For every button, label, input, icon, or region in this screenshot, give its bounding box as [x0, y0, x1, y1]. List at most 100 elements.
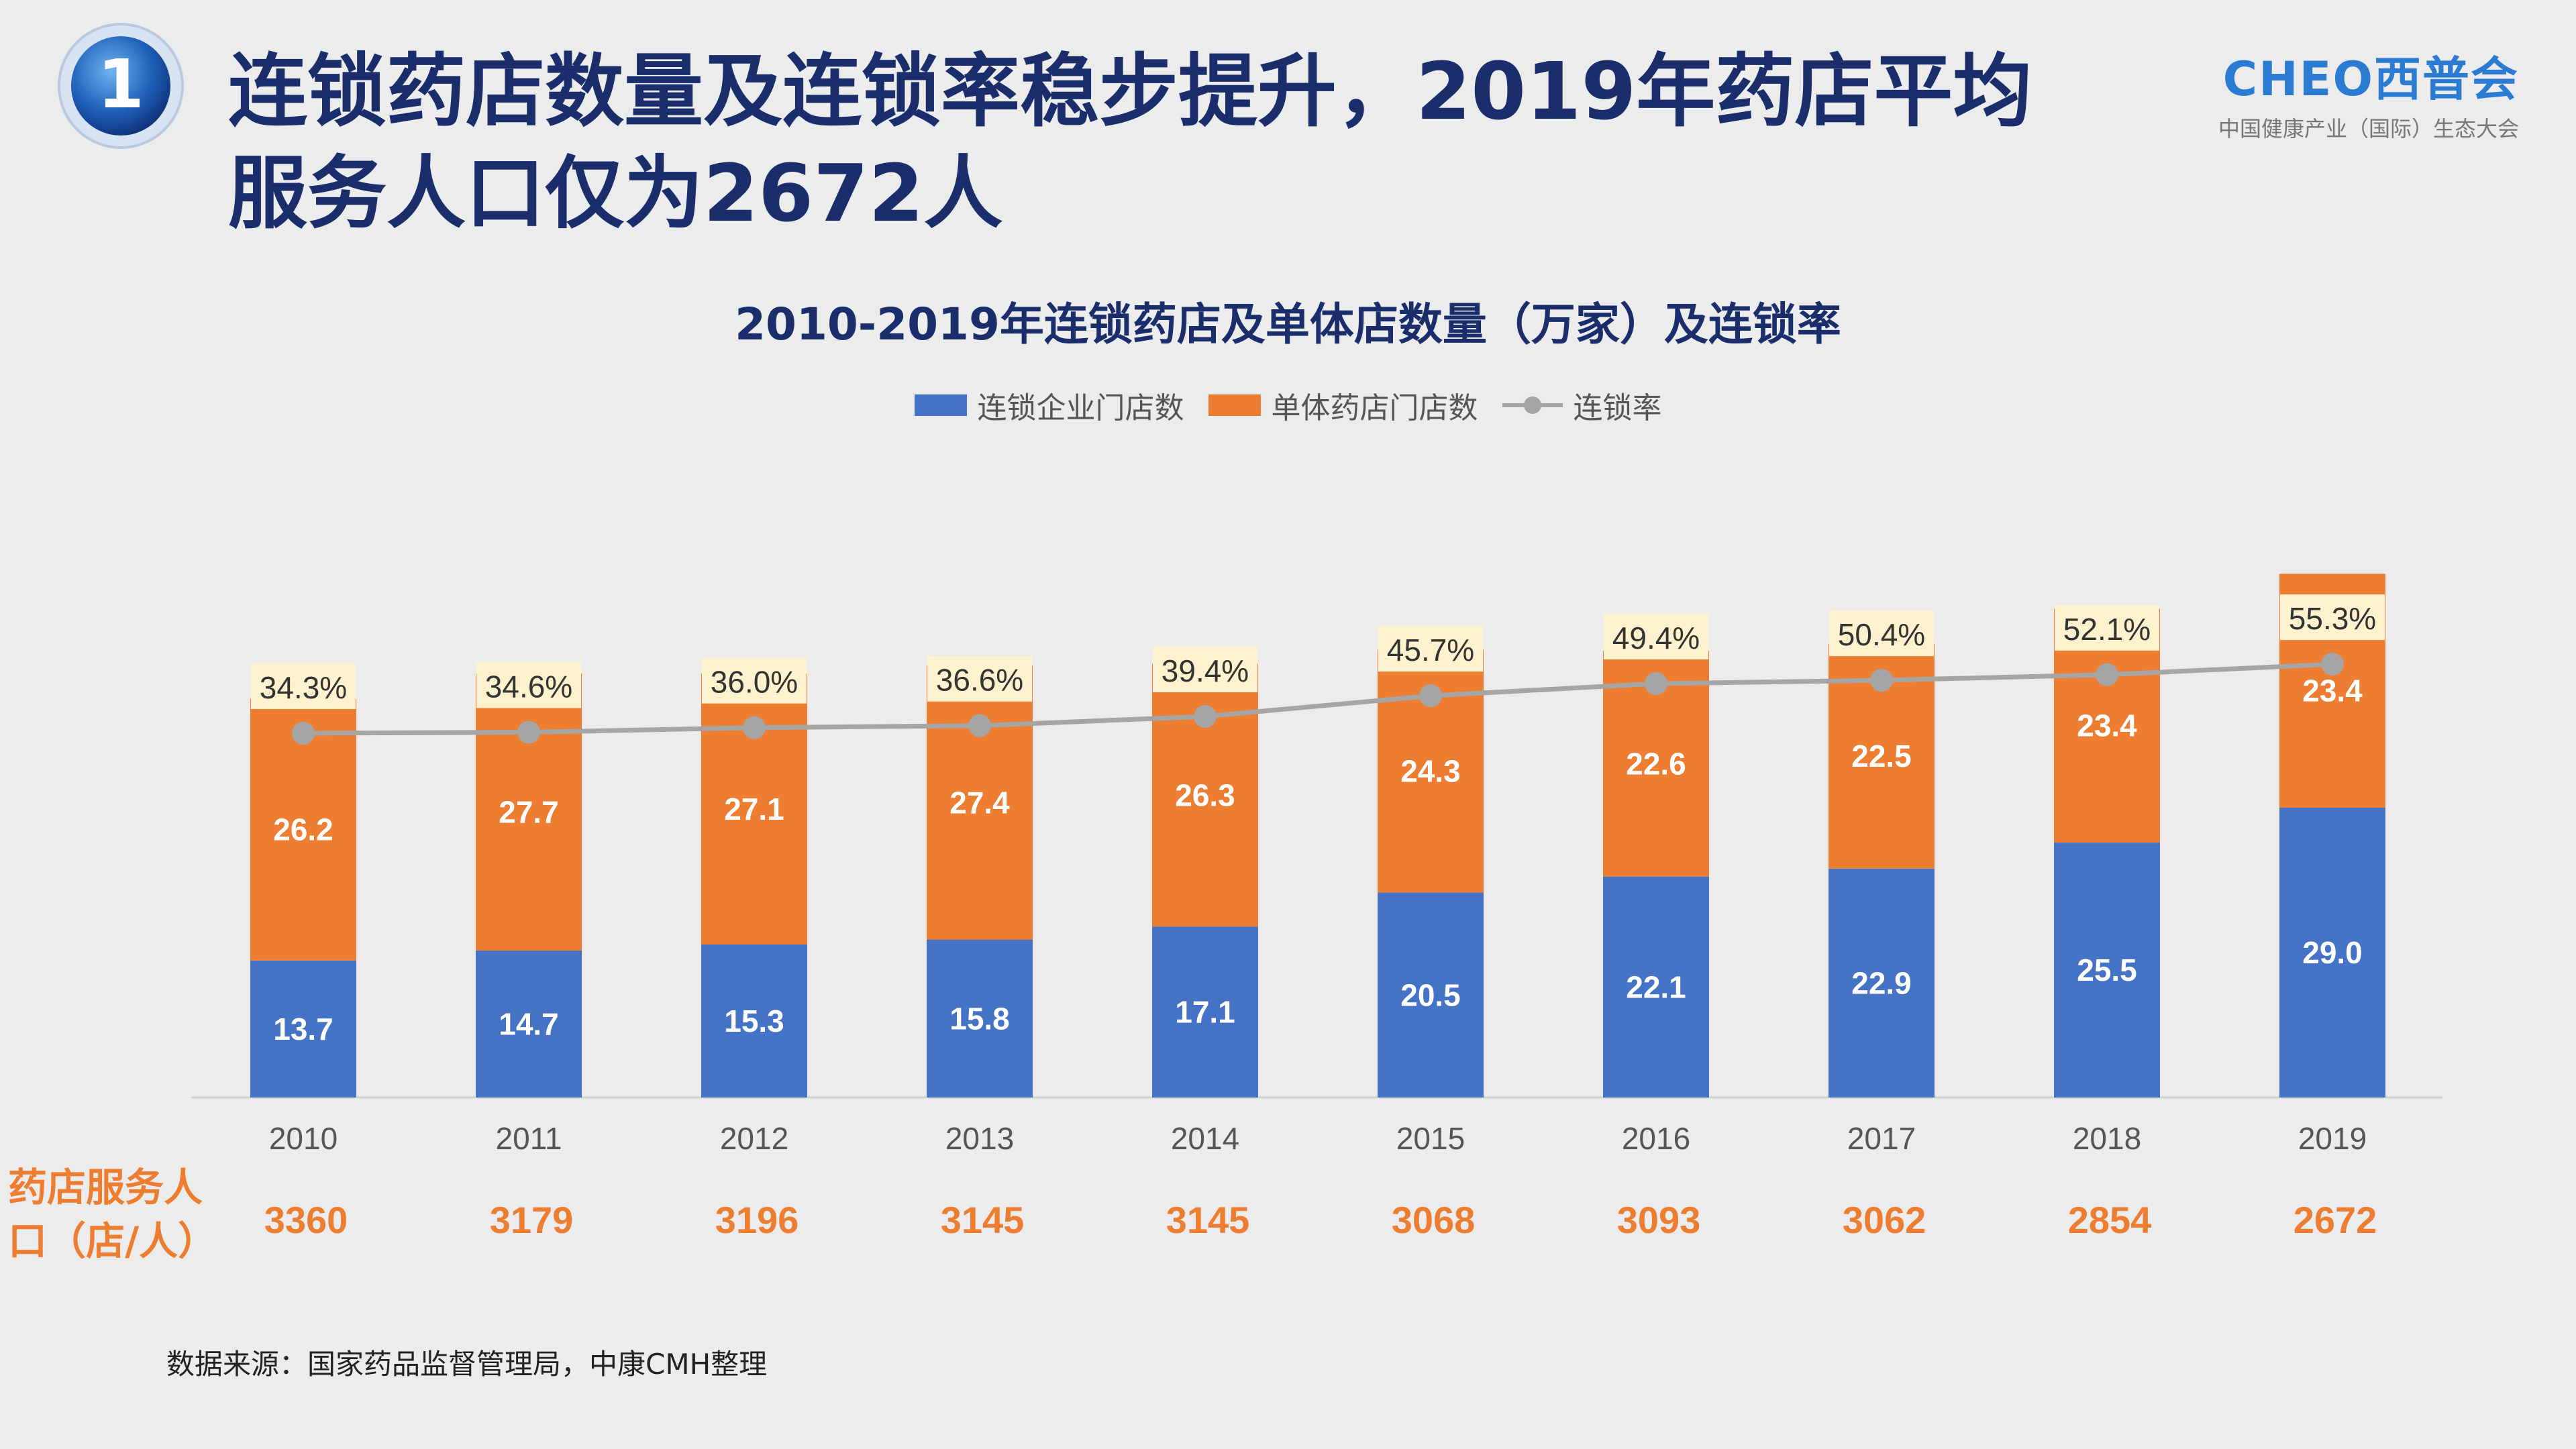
bar-chain-2016 — [1603, 876, 1709, 1097]
data-label-single-2014: 26.3 — [1175, 777, 1235, 812]
x-tick-2018: 2018 — [2073, 1121, 2141, 1156]
x-tick-2016: 2016 — [1622, 1121, 1690, 1156]
rate-point-2014 — [1194, 705, 1217, 729]
data-label-single-2019: 23.4 — [2302, 674, 2363, 708]
bar-chain-2012 — [701, 945, 807, 1097]
service-population-label: 药店服务人口（店/人） — [8, 1165, 217, 1264]
brand-subtitle: 中国健康产业（国际）生态大会 — [2218, 116, 2519, 142]
rate-point-2012 — [743, 716, 766, 739]
rate-label-2018: 52.1% — [2063, 612, 2151, 647]
brand-logo: CHEO西普会 中国健康产业（国际）生态大会 — [2218, 42, 2519, 143]
data-label-chain-2012: 15.3 — [724, 1004, 784, 1038]
service-value-2013: 3145 — [941, 1199, 1025, 1241]
data-label-single-2010: 26.2 — [273, 812, 333, 847]
x-tick-2017: 2017 — [1847, 1121, 1916, 1156]
rate-label-2013: 36.6% — [936, 663, 1023, 698]
x-tick-2010: 2010 — [269, 1121, 338, 1156]
data-label-single-2015: 24.3 — [1400, 754, 1461, 789]
legend-item-chain: 连锁企业门店数 — [914, 384, 1184, 427]
legend-swatch-single — [1208, 394, 1261, 416]
service-value-2016: 3093 — [1617, 1199, 1701, 1241]
x-tick-2013: 2013 — [945, 1121, 1014, 1156]
service-value-2017: 3062 — [1843, 1199, 1926, 1241]
legend-label-rate: 连锁率 — [1573, 391, 1662, 425]
data-label-chain-2013: 15.8 — [949, 1001, 1010, 1036]
section-number-badge: 1 — [58, 23, 184, 149]
data-label-single-2012: 27.1 — [724, 792, 784, 826]
bar-chain-2019 — [2279, 807, 2385, 1097]
x-tick-2014: 2014 — [1171, 1121, 1239, 1156]
rate-point-2010 — [292, 722, 315, 745]
rate-label-2012: 36.0% — [711, 665, 798, 700]
chart-legend: 连锁企业门店数 单体药店门店数 连锁率 — [0, 384, 2576, 427]
rate-point-2017 — [1870, 669, 1893, 692]
service-value-2019: 2672 — [2294, 1199, 2377, 1241]
rate-label-box-2011 — [476, 662, 581, 708]
rate-point-2011 — [517, 720, 540, 744]
legend-swatch-chain — [914, 394, 967, 416]
legend-label-chain: 连锁企业门店数 — [977, 391, 1184, 425]
data-label-chain-2017: 22.9 — [1851, 965, 1912, 1000]
rate-label-box-2019 — [2280, 594, 2385, 641]
data-label-single-2013: 27.4 — [949, 785, 1010, 820]
chart-title: 2010-2019年连锁药店及单体店数量（万家）及连锁率 — [735, 299, 1841, 350]
legend-swatch-rate — [1502, 396, 1563, 414]
rate-label-box-2014 — [1153, 647, 1257, 693]
bar-chain-2014 — [1152, 926, 1258, 1097]
data-label-single-2016: 22.6 — [1626, 746, 1686, 781]
bar-single-2011 — [476, 674, 582, 951]
brand-name: CHEO西普会 — [2222, 52, 2519, 107]
badge-number: 1 — [97, 45, 144, 123]
data-label-chain-2015: 20.5 — [1400, 977, 1461, 1012]
legend-label-single: 单体药店门店数 — [1271, 391, 1478, 425]
bar-chain-2011 — [476, 950, 582, 1097]
x-tick-2015: 2015 — [1396, 1121, 1465, 1156]
service-value-2015: 3068 — [1392, 1199, 1476, 1241]
rate-label-2011: 34.6% — [485, 669, 572, 704]
page-title: 连锁药店数量及连锁率稳步提升，2019年药店平均服务人口仅为2672人 — [228, 45, 2032, 239]
data-label-chain-2010: 13.7 — [273, 1012, 333, 1046]
service-value-2011: 3179 — [490, 1199, 574, 1241]
service-value-2018: 2854 — [2068, 1199, 2152, 1241]
bar-chain-2015 — [1378, 892, 1484, 1097]
rate-label-2014: 39.4% — [1162, 653, 1249, 688]
rate-label-2016: 49.4% — [1612, 621, 1700, 655]
rate-point-2016 — [1645, 672, 1667, 696]
rate-point-2013 — [968, 714, 991, 737]
bar-chain-2017 — [1828, 868, 1935, 1097]
rate-label-box-2012 — [702, 657, 807, 704]
bar-single-2013 — [927, 665, 1033, 940]
rate-label-2015: 45.7% — [1387, 633, 1474, 667]
legend-item-single: 单体药店门店数 — [1208, 384, 1478, 427]
x-tick-2019: 2019 — [2298, 1121, 2367, 1156]
data-label-single-2018: 23.4 — [2077, 708, 2137, 743]
rate-label-box-2017 — [1829, 610, 1934, 657]
data-source-note: 数据来源：国家药品监督管理局，中康CMH整理 — [166, 1348, 768, 1381]
service-value-2014: 3145 — [1166, 1199, 1250, 1241]
rate-label-box-2015 — [1378, 626, 1483, 672]
data-label-chain-2018: 25.5 — [2077, 953, 2137, 987]
data-label-chain-2011: 14.7 — [499, 1006, 559, 1041]
rate-point-2015 — [1419, 684, 1442, 708]
rate-label-2017: 50.4% — [1838, 617, 1925, 652]
rate-label-2010: 34.3% — [260, 670, 347, 705]
x-tick-2012: 2012 — [720, 1121, 788, 1156]
service-value-2012: 3196 — [715, 1199, 799, 1241]
data-label-chain-2014: 17.1 — [1175, 995, 1235, 1030]
bar-chain-2010 — [250, 960, 356, 1097]
rate-line — [303, 661, 2333, 736]
data-label-single-2011: 27.7 — [499, 795, 559, 830]
rate-label-2019: 55.3% — [2289, 601, 2376, 636]
service-value-2010: 3360 — [264, 1199, 348, 1241]
rate-point-2018 — [2096, 663, 2118, 686]
rate-label-box-2010 — [251, 663, 356, 709]
data-label-chain-2019: 29.0 — [2302, 935, 2363, 970]
legend-item-rate: 连锁率 — [1502, 384, 1662, 427]
bar-chain-2013 — [927, 939, 1033, 1097]
bar-chain-2018 — [2054, 843, 2160, 1097]
data-label-chain-2016: 22.1 — [1626, 969, 1686, 1004]
x-tick-2011: 2011 — [496, 1121, 562, 1156]
rate-point-2019 — [2321, 653, 2344, 676]
data-label-single-2017: 22.5 — [1851, 739, 1912, 773]
